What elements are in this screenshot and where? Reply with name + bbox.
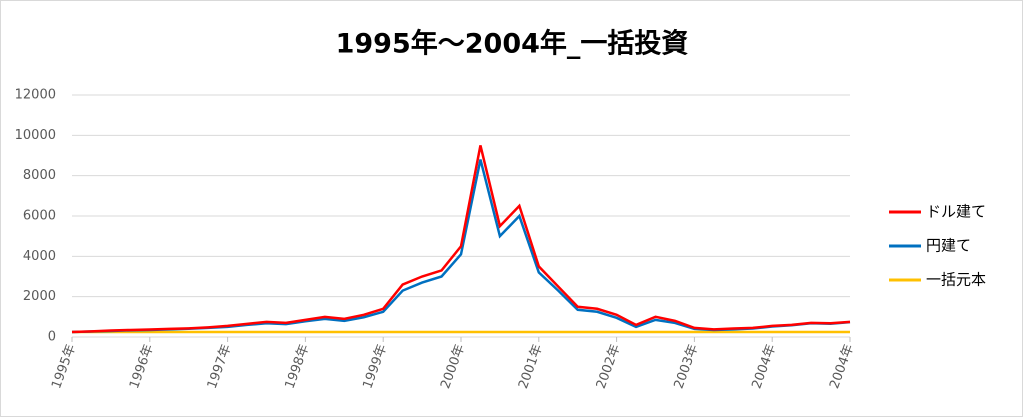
y-tick-label: 10000 [15, 128, 56, 143]
y-tick-label: 0 [48, 330, 56, 345]
y-tick-label: 6000 [23, 209, 56, 224]
legend-label: 一括元本 [926, 271, 986, 289]
chart-title: 1995年～2004年_一括投資 [336, 28, 689, 60]
line-series [71, 145, 851, 334]
legend-label: 円建て [926, 237, 971, 255]
y-tick-label: 12000 [15, 88, 56, 103]
y-tick-label: 2000 [23, 289, 56, 304]
legend-label: ドル建て [926, 203, 986, 221]
y-tick-label: 4000 [23, 249, 56, 264]
y-tick-label: 8000 [23, 168, 56, 183]
